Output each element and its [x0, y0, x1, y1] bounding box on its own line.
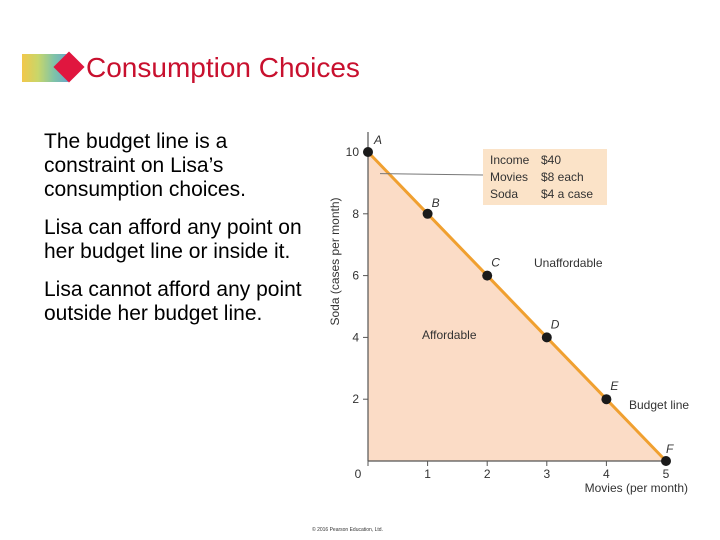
point-label-a: A — [373, 133, 382, 147]
bullet-1: The budget line is a constraint on Lisa’… — [44, 130, 246, 201]
x-tick-label: 3 — [543, 467, 550, 481]
point-label-c: C — [491, 256, 500, 270]
point-label-d: D — [551, 317, 560, 331]
x-tick-label: 2 — [484, 467, 491, 481]
budget-line-chart: 0 1 2 3 4 5 2 4 6 8 10 Movies (per month) Soda (case… — [328, 132, 689, 495]
x-tick-label: 0 — [355, 467, 362, 481]
bullet-list: The budget line is a constraint on Lisa’… — [44, 130, 314, 340]
info-box-value: $8 each — [541, 170, 584, 184]
y-tick-label: 10 — [346, 145, 360, 159]
point-label-e: E — [610, 379, 619, 393]
x-tick-label: 4 — [603, 467, 610, 481]
y-axis-label: Soda (cases per month) — [328, 197, 342, 325]
info-box-label: Soda — [490, 187, 518, 201]
point-label-f: F — [666, 442, 674, 456]
bullet-3: Lisa cannot afford any point outside her… — [44, 278, 302, 325]
affordable-label: Affordable — [422, 328, 477, 342]
x-tick-label: 1 — [424, 467, 431, 481]
budget-line — [366, 150, 668, 463]
info-box-value: $40 — [541, 153, 561, 167]
copyright-notice: © 2016 Pearson Education, Ltd. — [312, 527, 383, 533]
budget-line-label: Budget line — [629, 398, 689, 412]
budget-point-a — [363, 147, 373, 157]
info-box — [483, 149, 607, 205]
info-box-leader — [379, 173, 484, 176]
unaffordable-label: Unaffordable — [534, 256, 603, 270]
slide-title: Consumption Choices — [86, 52, 360, 83]
x-axis-label: Movies (per month) — [585, 481, 688, 495]
info-box-label: Movies — [490, 170, 528, 184]
budget-point-c — [482, 270, 493, 281]
y-tick-label: 2 — [352, 392, 359, 406]
budget-point-d — [541, 332, 552, 343]
bullet-2: Lisa can afford any point on her budget … — [44, 216, 302, 263]
y-tick-label: 6 — [352, 269, 359, 283]
budget-point-e — [601, 394, 612, 405]
budget-point-f — [661, 456, 671, 466]
y-tick-label: 8 — [352, 207, 359, 221]
info-box-value: $4 a case — [541, 187, 593, 201]
point-label-b: B — [432, 196, 440, 210]
y-tick-label: 4 — [352, 330, 359, 344]
info-box-label: Income — [490, 153, 530, 167]
x-tick-label: 5 — [663, 467, 670, 481]
budget-point-b — [422, 208, 433, 219]
